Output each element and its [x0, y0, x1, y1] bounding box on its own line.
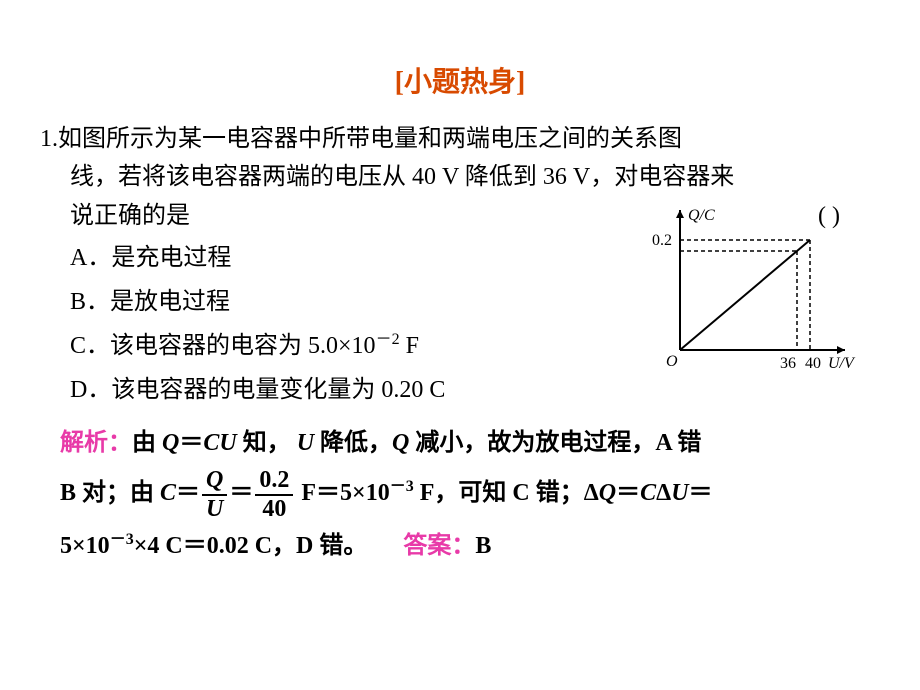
- y-axis-label: Q/C: [688, 207, 715, 224]
- x-tick-36: 36: [780, 355, 796, 372]
- a1-tail: 减小，故为放电过程，A 错: [409, 430, 701, 456]
- a2-dC: C: [640, 480, 656, 506]
- a2-C: C: [160, 480, 176, 506]
- analysis-block: 解析：由 Q＝CU 知， U 降低，Q 减小，故为放电过程，A 错 B 对；由 …: [40, 419, 880, 570]
- a2-eq2: ＝: [229, 480, 253, 506]
- data-line: [680, 240, 810, 350]
- opt-a-label: A．: [70, 245, 111, 271]
- a2-post: F，可知 C 错；Δ: [414, 480, 599, 506]
- x-arrow: [837, 346, 845, 354]
- graph-svg: Q/C 0.2 O 36 40 U/V: [650, 200, 860, 380]
- analysis-label: 解析：: [60, 430, 132, 456]
- a3-post: ×4 C＝0.02 C，D 错。: [134, 533, 368, 559]
- frac-QU: QU: [202, 467, 227, 522]
- a3-exp: －3: [110, 531, 134, 548]
- a2-dU: U: [671, 480, 688, 506]
- frac-QU-num: Q: [202, 467, 227, 495]
- a1-C: C: [203, 430, 219, 456]
- analysis-line-2: B 对；由 C＝QU＝0.240 F＝5×10－3 F，可知 C 错；ΔQ＝CΔ…: [60, 467, 880, 522]
- a2-dQ: Q: [599, 480, 616, 506]
- a2-exp: －3: [390, 478, 414, 495]
- opt-c-exp: －2: [376, 331, 400, 348]
- opt-d-label: D．: [70, 377, 111, 403]
- origin-label: O: [666, 353, 678, 370]
- q-text-3: 说正确的是: [70, 203, 190, 229]
- question-line-2: 线，若将该电容器两端的电压从 40 V 降低到 36 V，对电容器来: [40, 158, 880, 196]
- analysis-line-3: 5×10－3×4 C＝0.02 C，D 错。 答案：B: [60, 522, 880, 570]
- question-number: 1.: [40, 126, 58, 152]
- a1-U2: U: [297, 430, 314, 456]
- a1-Q2: Q: [392, 430, 409, 456]
- q-text-1: 如图所示为某一电容器中所带电量和两端电压之间的关系图: [58, 126, 682, 152]
- frac2-den: 40: [255, 496, 293, 522]
- a1-Q: Q: [162, 430, 179, 456]
- a1-eq1: ＝: [179, 430, 203, 456]
- y-arrow: [676, 210, 684, 218]
- question-line-1: 1.如图所示为某一电容器中所带电量和两端电压之间的关系图: [40, 120, 880, 158]
- answer-value: B: [475, 533, 491, 559]
- opt-c-label: C．: [70, 333, 110, 359]
- opt-b-label: B．: [70, 289, 110, 315]
- opt-c-post: F: [400, 333, 419, 359]
- a2-pre: B 对；由: [60, 480, 160, 506]
- a2-eq3: ＝: [616, 480, 640, 506]
- a2-delta: Δ: [656, 480, 671, 506]
- frac2-num: 0.2: [255, 467, 293, 495]
- a1-mid: 降低，: [314, 430, 392, 456]
- a2-eq: ＝: [176, 480, 200, 506]
- a1-pre: 由: [132, 430, 162, 456]
- opt-c-pre: 该电容器的电容为 5.0×10: [110, 333, 376, 359]
- x-tick-40: 40: [805, 355, 821, 372]
- y-tick-02: 0.2: [652, 232, 672, 249]
- a3-pre: 5×10: [60, 533, 110, 559]
- slide-content: [小题热身] 1.如图所示为某一电容器中所带电量和两端电压之间的关系图 线，若将…: [0, 0, 920, 610]
- opt-b-text: 是放电过程: [110, 289, 230, 315]
- answer-label: 答案：: [403, 533, 475, 559]
- opt-d-text: 该电容器的电量变化量为 0.20 C: [111, 377, 445, 403]
- frac-QU-den: U: [202, 496, 227, 522]
- a2-eq4: ＝: [689, 480, 713, 506]
- a1-post: 知，: [237, 430, 297, 456]
- a1-U: U: [219, 430, 236, 456]
- opt-a-text: 是充电过程: [111, 245, 231, 271]
- frac-02-40: 0.240: [255, 467, 293, 522]
- a2-unit: F＝5×10: [295, 480, 389, 506]
- x-axis-label: U/V: [828, 355, 856, 372]
- qc-graph: Q/C 0.2 O 36 40 U/V: [650, 200, 860, 380]
- section-header: [小题热身]: [40, 60, 880, 100]
- analysis-line-1: 解析：由 Q＝CU 知， U 降低，Q 减小，故为放电过程，A 错: [60, 419, 880, 467]
